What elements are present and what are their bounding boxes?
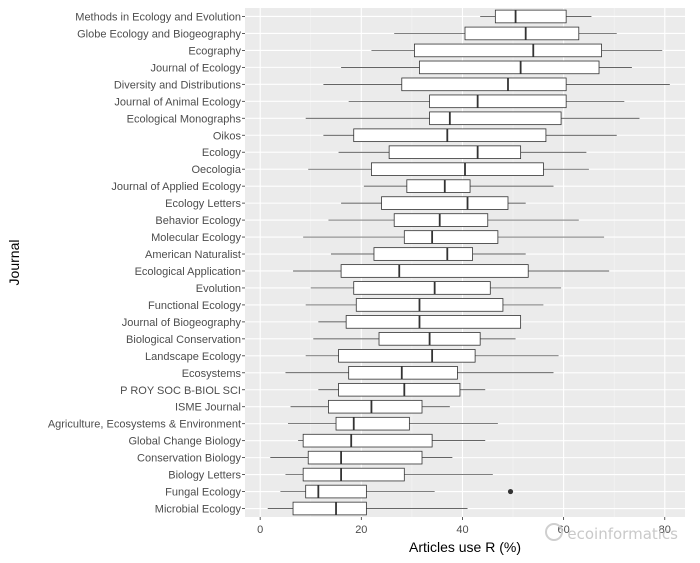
y-tick-label: ISME Journal [175,402,241,414]
y-tick-label: Journal of Applied Ecology [111,181,241,193]
box [373,247,473,261]
box [419,60,600,75]
box [406,179,471,193]
box [401,77,567,92]
y-tick-label: Journal of Animal Ecology [114,96,241,108]
box [403,230,499,244]
wechat-icon [545,523,564,541]
box [429,111,562,126]
y-axis-title: Journal [6,240,22,286]
y-tick-label: Diversity and Distributions [114,79,242,91]
box [292,501,367,516]
boxes [292,9,602,516]
watermark-text: ecoinformatics [567,525,678,543]
y-tick-label: Agriculture, Ecosystems & Environment [48,419,241,431]
y-tick-label: Biology Letters [168,470,241,482]
x-axis-title: Articles use R (%) [409,539,521,555]
y-tick-label: Ecological Monographs [127,113,242,125]
y-tick-label: Landscape Ecology [145,351,242,363]
y-tick-label: Global Change Biology [128,436,241,448]
box [335,416,410,431]
plot-panel [245,8,685,517]
y-tick-label: Methods in Ecology and Evolution [75,11,241,23]
box [328,399,423,414]
x-tick-label: 40 [456,524,468,536]
box [348,366,458,380]
box [353,281,491,295]
box [355,298,504,312]
box [305,484,367,499]
y-tick-label: Ecological Application [135,266,241,278]
box [494,9,567,24]
y-tick-label: Molecular Ecology [151,232,241,244]
watermark: ecoinformatics [545,523,678,543]
y-tick-label: Microbial Ecology [155,504,242,516]
box [353,128,547,143]
whiskers [267,16,670,509]
y-tick-label: P ROY SOC B-BIOL SCI [120,385,241,397]
y-tick-label: American Naturalist [145,249,241,261]
x-tick-label: 0 [257,524,263,536]
box [381,196,509,210]
box [307,450,423,465]
y-tick-label: Ecology Letters [165,198,241,210]
box [302,467,405,482]
y-tick-label: Biological Conservation [126,334,241,346]
box [340,264,529,278]
y-tick-label: Fungal Ecology [165,487,241,499]
box [338,382,461,397]
y-tick-label: Conservation Biology [137,453,241,465]
y-tick-label: Ecosystems [182,368,242,380]
box [388,145,522,159]
y-tick-label: Ecology [202,147,242,159]
y-tick-label: Journal of Biogeography [122,317,242,329]
y-tick-label: Journal of Ecology [151,62,242,74]
box [345,315,522,329]
box [414,43,602,58]
y-axis-tick-labels: Methods in Ecology and Evolution Globe Ec… [48,11,245,516]
y-tick-label: Oikos [213,130,242,142]
y-tick-label: Ecography [188,45,241,57]
box [429,94,567,109]
y-tick-label: Behavior Ecology [155,215,241,227]
box [464,26,580,41]
x-tick-label: 20 [355,524,367,536]
y-tick-label: Globe Ecology and Biogeography [77,28,241,40]
box [302,433,433,448]
y-tick-label: Functional Ecology [148,300,241,312]
outlier-point [507,488,514,495]
box [338,349,476,363]
x-tick-label: 80 [659,524,671,536]
box [393,213,489,227]
y-tick-label: Oecologia [191,164,241,176]
y-tick-label: Evolution [196,283,241,295]
box [371,162,544,176]
